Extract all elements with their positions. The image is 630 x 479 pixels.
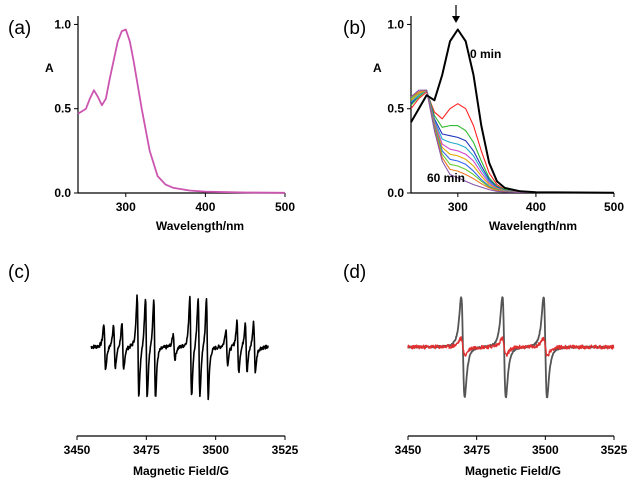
panel-b-annotation-60min: 60 min [427,171,465,185]
panel-b-label: (b) [343,18,366,39]
y-tick-label: 0.0 [54,186,71,200]
y-tick-label: 0.5 [54,102,71,116]
panel-a-ylabel: A [45,61,54,75]
y-tick-label: 1.0 [54,17,71,31]
y-tick-label: 0.0 [387,186,404,200]
panel-d-spectrum-red [407,336,615,357]
y-tick-label: 1.0 [387,17,404,31]
x-tick-label: 3500 [532,443,559,457]
panel-b: (b) A 300 400 500 0.0 0.5 1.0 0 min 60 min Wa… [343,5,624,233]
x-tick-label: 3450 [64,443,91,457]
panel-d-label: (d) [343,262,366,283]
x-tick-label: 500 [275,200,295,214]
panel-a-axes: 300 400 500 0.0 0.5 1.0 [54,16,295,214]
panel-d-axes: 3450 3475 3500 3525 [395,435,628,457]
panel-b-series-line [410,89,615,194]
x-tick-label: 3450 [395,443,422,457]
x-tick-label: 3500 [202,443,229,457]
panel-c-plot [90,294,269,401]
panel-c-axes: 3450 3475 3500 3525 [64,435,299,457]
x-tick-label: 300 [116,200,136,214]
x-tick-label: 3525 [272,443,299,457]
panel-c-xlabel: Magnetic Field/G [133,464,229,478]
x-tick-label: 400 [526,200,546,214]
panel-a-series-line [77,28,286,194]
y-tick-label: 0.5 [387,102,404,116]
panel-b-series-0min [410,28,615,194]
panel-b-annotation-0min: 0 min [470,47,501,61]
panel-b-plot [410,28,615,194]
panel-a-xlabel: Wavelength/nm [156,219,244,233]
panel-c: (c) 3450 3475 3500 3525 Magnetic Field/G [8,262,299,478]
panel-d-xlabel: Magnetic Field/G [465,464,561,478]
x-tick-label: 400 [195,200,215,214]
panel-b-xlabel: Wavelength/nm [489,219,577,233]
panel-a-label: (a) [8,18,31,39]
panel-b-arrow [452,5,460,23]
panel-b-ylabel: A [373,61,382,75]
x-tick-label: 500 [604,200,624,214]
panel-d: (d) 3450 3475 3500 3525 Magnetic Field/G [343,262,628,478]
x-tick-label: 3475 [463,443,490,457]
panel-c-spectrum [90,294,269,401]
x-tick-label: 3475 [133,443,160,457]
panel-d-plot [407,296,615,399]
panel-c-label: (c) [8,262,30,283]
panel-a: (a) A 300 400 500 0.0 0.5 1.0 Wavelength/nm [8,16,295,233]
x-tick-label: 3525 [601,443,628,457]
x-tick-label: 300 [448,200,468,214]
panel-a-plot [77,28,286,194]
panel-b-axes: 300 400 500 0.0 0.5 1.0 [387,16,624,214]
